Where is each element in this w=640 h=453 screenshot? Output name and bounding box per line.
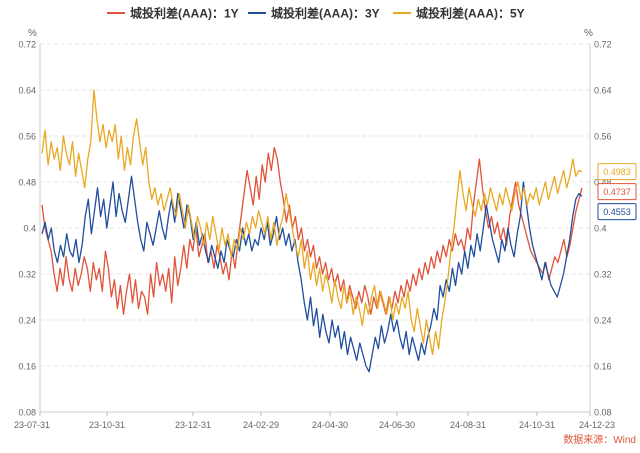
y-tick-label-left: 0.4 bbox=[23, 224, 36, 234]
end-label-text: 0.4737 bbox=[603, 187, 631, 197]
end-labels: 0.4737 0.4553 0.4983 bbox=[597, 163, 637, 221]
series-line-1 bbox=[41, 146, 583, 315]
end-label-3: 0.4983 bbox=[597, 163, 637, 181]
x-tick-label: 24-10-31 bbox=[519, 420, 555, 430]
axes: % % bbox=[28, 28, 593, 413]
y-tick-label-right: 0.08 bbox=[594, 408, 612, 418]
y-tick-label-left: 0.16 bbox=[18, 362, 36, 372]
legend-item-3[interactable]: 城投利差(AAA)：5Y bbox=[393, 6, 525, 21]
series-line-3 bbox=[41, 89, 583, 356]
end-label-box bbox=[597, 183, 637, 201]
y-tick-label-left: 0.64 bbox=[18, 86, 36, 96]
y-tick-label-right: 0.48 bbox=[594, 178, 612, 188]
end-label-text: 0.4553 bbox=[603, 207, 631, 217]
end-label-text: 0.4983 bbox=[603, 167, 631, 177]
left-unit-label: % bbox=[28, 28, 37, 39]
y-tick-label-left: 0.32 bbox=[18, 270, 36, 280]
x-tick-label: 24-02-29 bbox=[243, 420, 279, 430]
y-tick-label-left: 0.24 bbox=[18, 316, 36, 326]
y-tick-label-right: 0.64 bbox=[594, 86, 612, 96]
y-tick-label-left: 0.56 bbox=[18, 132, 36, 142]
legend-label: 城投利差(AAA)：3Y bbox=[271, 6, 380, 21]
source-note: 数据来源：Wind bbox=[563, 433, 636, 446]
legend-item-2[interactable]: 城投利差(AAA)：3Y bbox=[248, 6, 380, 21]
end-label-2: 0.4553 bbox=[597, 203, 637, 221]
right-unit-label: % bbox=[584, 28, 593, 39]
legend-label: 城投利差(AAA)：5Y bbox=[416, 6, 525, 21]
y-tick-label-left: 0.72 bbox=[18, 40, 36, 50]
legend-label: 城投利差(AAA)：1Y bbox=[130, 6, 239, 21]
y-tick-label-right: 0.32 bbox=[594, 270, 612, 280]
end-label-box bbox=[597, 163, 637, 181]
x-tick-label: 23-12-31 bbox=[175, 420, 211, 430]
y-tick-label-right: 0.4 bbox=[594, 224, 607, 234]
y-tick-label-left: 0.48 bbox=[18, 178, 36, 188]
y-tick-label-right: 0.24 bbox=[594, 316, 612, 326]
end-label-box bbox=[597, 203, 637, 221]
tick-labels: 0.72 0.72 0.64 0.64 0.56 0.56 0.48 0.48 0.4 0.4 0.… bbox=[14, 40, 615, 431]
y-tick-label-right: 0.16 bbox=[594, 362, 612, 372]
x-tick-label: 23-10-31 bbox=[89, 420, 125, 430]
legend-item-1[interactable]: 城投利差(AAA)：1Y bbox=[107, 6, 239, 21]
series-line-2 bbox=[41, 175, 583, 373]
x-tick-label: 23-07-31 bbox=[14, 420, 50, 430]
legend[interactable]: 城投利差(AAA)：1Y 城投利差(AAA)：3Y 城投利差(AAA)：5Y bbox=[107, 6, 525, 21]
end-label-1: 0.4737 bbox=[597, 183, 637, 201]
y-tick-label-left: 0.08 bbox=[18, 408, 36, 418]
x-tick-label: 24-04-30 bbox=[312, 420, 348, 430]
y-tick-label-right: 0.72 bbox=[594, 40, 612, 50]
x-tick-label: 24-06-30 bbox=[379, 420, 415, 430]
x-tick-label: 24-12-23 bbox=[579, 420, 615, 430]
y-tick-label-right: 0.56 bbox=[594, 132, 612, 142]
x-tick-label: 24-08-31 bbox=[450, 420, 486, 430]
series-lines bbox=[41, 89, 583, 373]
